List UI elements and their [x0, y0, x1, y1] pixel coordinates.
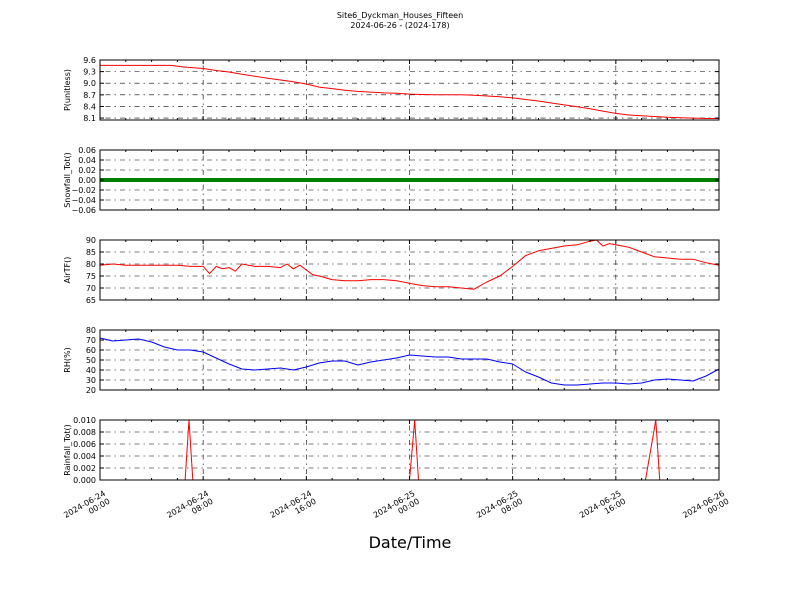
series-line-airtf [99, 239, 720, 290]
y-tick-label: 0.06 [78, 146, 96, 155]
y-tick-label: 20 [86, 386, 96, 395]
y-tick-label: 9.0 [83, 79, 96, 88]
y-tick-label: 0.004 [73, 452, 96, 461]
y-axis-label: RH(%) [63, 347, 72, 372]
series-line-rh [99, 337, 720, 386]
chart-subtitle: 2024-06-26 - (2024-178) [350, 21, 450, 30]
y-tick-label: 0.000 [73, 476, 96, 485]
y-tick-label: 9.3 [83, 68, 96, 77]
x-tick-label: 2024-06-2516:00 [578, 489, 627, 528]
y-tick-label: 30 [86, 376, 96, 385]
y-tick-label: 40 [86, 366, 96, 375]
y-tick-label: 0.002 [73, 464, 96, 473]
y-tick-label: 8.1 [83, 114, 96, 123]
x-tick-label: 2024-06-2600:00 [681, 489, 730, 528]
y-tick-label: 0.00 [78, 176, 96, 185]
y-tick-label: 0.010 [73, 416, 96, 425]
y-axis-label: Rainfall_Tot() [63, 424, 72, 476]
y-tick-label: 90 [86, 236, 96, 245]
panel-airtf: 90 85 80 75 70 65 AirTF() [63, 236, 720, 305]
y-tick-label: 65 [86, 296, 96, 305]
y-tick-label: −0.04 [71, 196, 96, 205]
panel-rainfall-tot: 0.010 0.008 0.006 0.004 0.002 0.000Rainfall_T… [63, 416, 720, 485]
y-tick-label: −0.02 [71, 186, 96, 195]
y-tick-label: 60 [86, 346, 96, 355]
x-tick-label: 2024-06-2508:00 [475, 489, 524, 528]
y-tick-label: 85 [86, 248, 96, 257]
y-tick-label: 9.6 [83, 56, 96, 65]
y-tick-label: 80 [86, 326, 96, 335]
y-tick-label: 8.4 [83, 102, 96, 111]
y-tick-label: 0.02 [78, 166, 96, 175]
y-tick-label: 70 [86, 284, 96, 293]
y-tick-label: −0.06 [71, 206, 96, 215]
series-line-p-unitless [100, 64, 719, 119]
y-axis-label: Snowfall_Tot() [63, 152, 72, 208]
y-tick-label: 0.006 [73, 440, 96, 449]
y-tick-label: 8.7 [83, 91, 96, 100]
y-axis-label: AirTF() [63, 257, 72, 284]
y-axis-label: P(unitless) [63, 69, 72, 111]
x-axis-label: Date/Time [368, 533, 452, 552]
x-tick-label: 2024-06-2400:00 [62, 489, 111, 528]
x-tick-label: 2024-06-2500:00 [372, 489, 421, 528]
y-tick-label: 80 [86, 260, 96, 269]
chart-title: Site6_Dyckman_Houses_Fifteen [336, 11, 464, 20]
y-tick-label: 0.04 [78, 156, 96, 165]
y-tick-label: 75 [86, 272, 96, 281]
panel-snowfall-tot: 0.060.040.020.00−0.02−0.04−0.06Snowfall_… [63, 146, 720, 215]
y-tick-label: 70 [86, 336, 96, 345]
x-tick-label: 2024-06-2416:00 [269, 489, 318, 528]
y-tick-label: 50 [86, 356, 96, 365]
panel-p-unitless: 9.6 9.3 9.0 8.7 8.4 8.1 P(unitless) [63, 56, 720, 123]
y-tick-label: 0.008 [73, 428, 96, 437]
x-tick-label: 2024-06-2408:00 [165, 489, 214, 528]
